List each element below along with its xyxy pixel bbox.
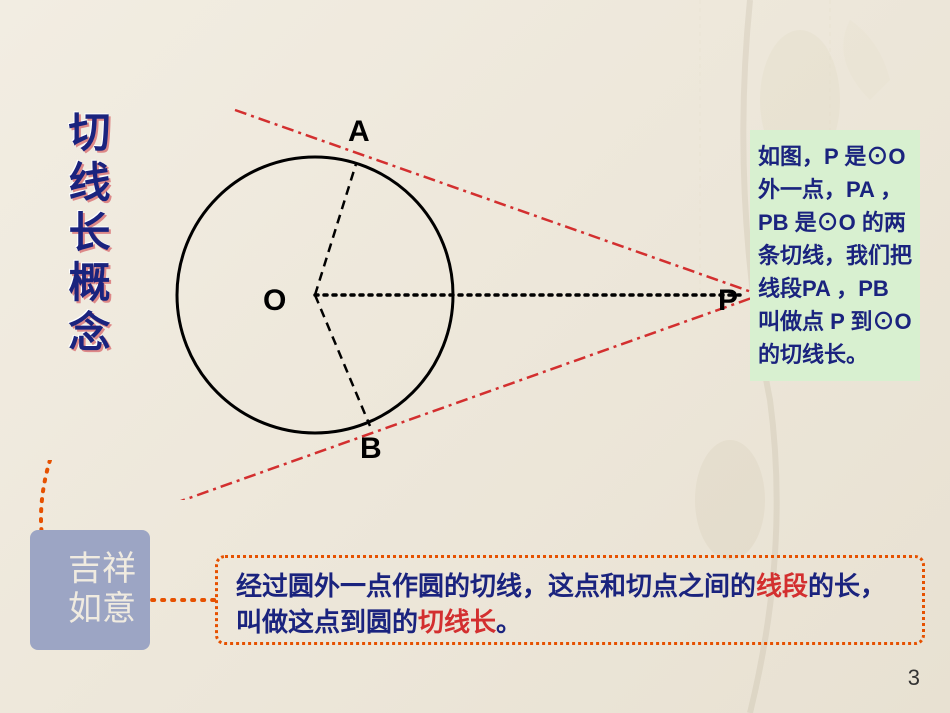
- label-o: O: [263, 284, 286, 318]
- geometry-diagram: [140, 80, 780, 500]
- vertical-title: 切线长概念: [55, 110, 116, 360]
- page-number: 3: [908, 665, 920, 691]
- label-p: P: [718, 284, 738, 318]
- seal-stamp: 吉 祥 如 意: [30, 530, 150, 650]
- definition-box: 经过圆外一点作圆的切线，这点和切点之间的线段的长，叫做这点到圆的切线长。: [215, 555, 925, 645]
- label-b: B: [360, 432, 382, 466]
- def-part3: 。: [496, 607, 522, 637]
- svg-text:意: 意: [102, 590, 136, 628]
- svg-text:祥: 祥: [102, 550, 136, 588]
- svg-text:吉: 吉: [68, 551, 102, 588]
- svg-text:如: 如: [68, 590, 102, 628]
- def-red2: 切线长: [418, 607, 496, 637]
- tangent-line-pb: [150, 295, 760, 500]
- explanation-box: 如图，P 是⊙O 外一点，PA ，PB 是⊙O 的两条切线，我们把线段PA ，P…: [750, 130, 920, 381]
- def-red1: 线段: [756, 571, 808, 601]
- radius-oa: [315, 164, 356, 295]
- radius-ob: [315, 295, 370, 426]
- def-part1: 经过圆外一点作圆的切线，这点和切点之间的: [236, 571, 756, 601]
- label-a: A: [348, 115, 370, 149]
- tangent-line-pa: [235, 110, 760, 295]
